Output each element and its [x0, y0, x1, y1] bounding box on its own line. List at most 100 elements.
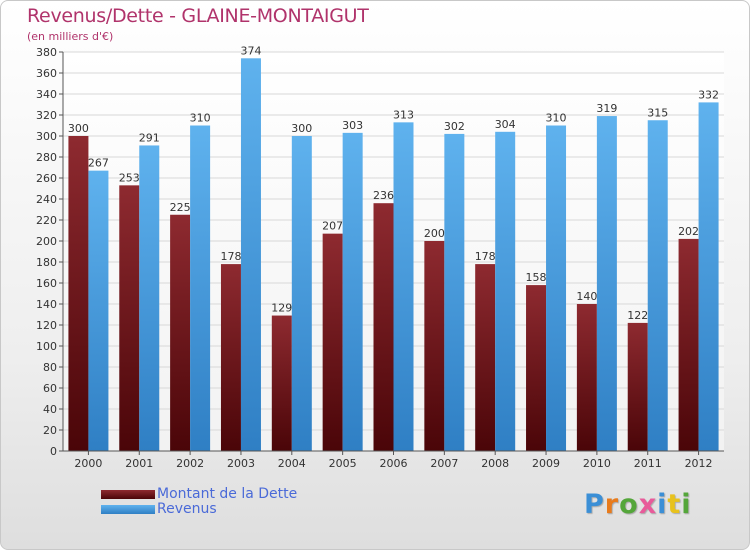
x-tick-label: 2008 — [481, 457, 509, 470]
y-tick-label: 200 — [36, 235, 57, 248]
bar-dette — [526, 285, 547, 451]
bar-dette — [627, 322, 648, 451]
data-label-revenus: 315 — [647, 106, 668, 119]
data-label-revenus: 267 — [88, 157, 109, 170]
logo-letter: x — [638, 489, 658, 520]
bar-dette — [170, 214, 191, 451]
data-label-revenus: 332 — [698, 88, 719, 101]
bar-dette — [373, 203, 394, 451]
data-label-revenus: 319 — [596, 102, 617, 115]
bar-revenus — [546, 125, 567, 451]
bar-revenus — [698, 102, 719, 452]
y-tick-label: 180 — [36, 256, 57, 269]
bar-revenus — [495, 131, 516, 452]
bar-revenus — [240, 58, 261, 452]
x-tick-label: 2003 — [227, 457, 255, 470]
data-label-dette: 140 — [576, 290, 597, 303]
y-tick-label: 380 — [36, 46, 57, 59]
y-tick-label: 280 — [36, 151, 57, 164]
legend-label-revenus: Revenus — [157, 501, 217, 517]
bar-revenus — [342, 132, 363, 451]
x-tick-label: 2009 — [532, 457, 560, 470]
legend-item-dette: Montant de la Dette — [101, 487, 297, 502]
y-tick-label: 20 — [43, 424, 57, 437]
bar-dette — [475, 264, 496, 451]
bar-dette — [119, 185, 140, 451]
legend-swatch-dette — [101, 490, 155, 499]
y-tick-label: 240 — [36, 193, 57, 206]
data-label-dette: 253 — [119, 171, 140, 184]
data-label-dette: 178 — [220, 250, 241, 263]
bar-revenus — [139, 145, 160, 451]
data-label-dette: 236 — [373, 189, 394, 202]
y-tick-label: 100 — [36, 340, 57, 353]
x-tick-label: 2012 — [685, 457, 713, 470]
data-label-revenus: 310 — [190, 112, 211, 125]
y-tick-label: 160 — [36, 277, 57, 290]
bar-revenus — [291, 136, 312, 451]
bar-revenus — [596, 116, 617, 452]
data-label-dette: 202 — [678, 225, 699, 238]
legend-item-revenus: Revenus — [101, 502, 297, 517]
data-label-revenus: 300 — [291, 122, 312, 135]
bar-dette — [678, 238, 699, 451]
logo-letter: t — [667, 489, 682, 520]
data-label-revenus: 374 — [240, 44, 261, 57]
chart-subtitle: (en milliers d'€) — [27, 30, 114, 43]
y-tick-label: 120 — [36, 319, 57, 332]
y-tick-label: 360 — [36, 67, 57, 80]
bar-dette — [424, 241, 445, 451]
bar-revenus — [88, 170, 109, 451]
logo-letter: i — [681, 489, 692, 520]
y-tick-label: 220 — [36, 214, 57, 227]
data-label-dette: 129 — [271, 302, 292, 315]
data-label-dette: 122 — [627, 309, 648, 322]
x-tick-label: 2005 — [329, 457, 357, 470]
y-tick-label: 320 — [36, 109, 57, 122]
y-tick-label: 40 — [43, 403, 57, 416]
legend-label-dette: Montant de la Dette — [157, 486, 298, 502]
data-label-revenus: 310 — [546, 112, 567, 125]
x-tick-label: 2011 — [634, 457, 662, 470]
proxiti-logo: Proxiti — [584, 489, 692, 520]
x-tick-label: 2007 — [430, 457, 458, 470]
y-tick-label: 0 — [50, 445, 57, 458]
data-label-revenus: 303 — [342, 119, 363, 132]
data-label-revenus: 304 — [495, 118, 516, 131]
bar-revenus — [190, 125, 211, 451]
y-tick-label: 140 — [36, 298, 57, 311]
data-label-dette: 178 — [475, 250, 496, 263]
x-tick-label: 2001 — [125, 457, 153, 470]
y-tick-label: 300 — [36, 130, 57, 143]
data-label-revenus: 302 — [444, 120, 465, 133]
y-tick-label: 340 — [36, 88, 57, 101]
logo-letter: P — [584, 489, 605, 520]
y-tick-label: 80 — [43, 361, 57, 374]
chart-title: Revenus/Dette - GLAINE-MONTAIGUT — [27, 5, 369, 27]
x-tick-label: 2010 — [583, 457, 611, 470]
y-tick-label: 260 — [36, 172, 57, 185]
bar-dette — [68, 136, 89, 451]
x-tick-label: 2006 — [380, 457, 408, 470]
x-tick-label: 2004 — [278, 457, 306, 470]
bar-dette — [220, 264, 241, 451]
x-tick-label: 2000 — [74, 457, 102, 470]
data-label-dette: 200 — [424, 227, 445, 240]
legend-swatch-revenus — [101, 505, 155, 514]
bar-revenus — [393, 122, 414, 451]
logo-letter: r — [604, 489, 620, 520]
logo-letter: i — [657, 489, 668, 520]
legend: Montant de la Dette Revenus — [101, 487, 297, 517]
data-label-revenus: 313 — [393, 108, 414, 121]
bar-dette — [322, 233, 343, 451]
bar-revenus — [444, 133, 465, 451]
data-label-dette: 300 — [68, 122, 89, 135]
y-tick-label: 60 — [43, 382, 57, 395]
data-label-dette: 158 — [526, 271, 547, 284]
x-tick-label: 2002 — [176, 457, 204, 470]
data-label-revenus: 291 — [139, 131, 160, 144]
logo-letter: o — [619, 489, 639, 520]
data-label-dette: 225 — [170, 201, 191, 214]
